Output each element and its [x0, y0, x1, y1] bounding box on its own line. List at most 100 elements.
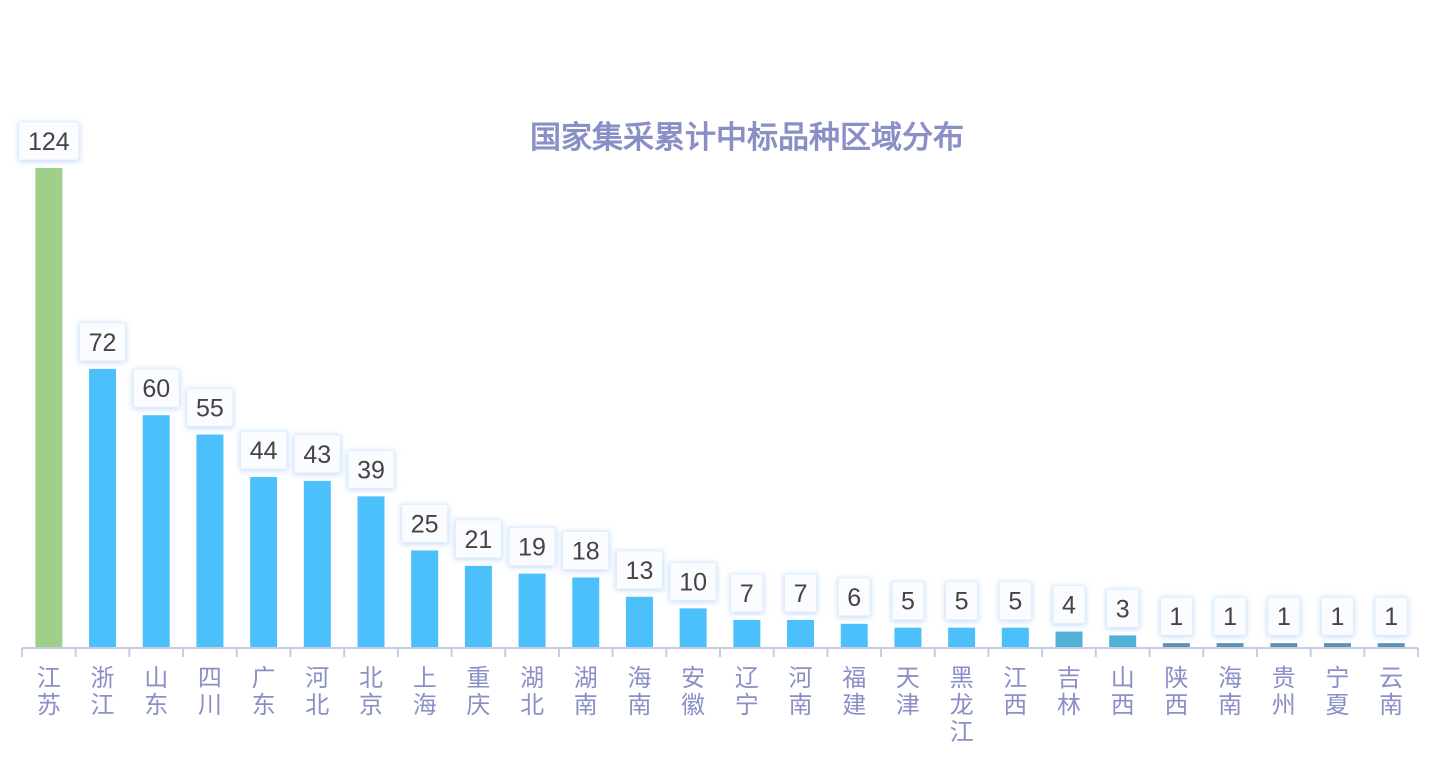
data-label-box: [615, 550, 663, 590]
data-label-box: [998, 581, 1032, 621]
data-label-box: [730, 573, 764, 613]
data-label: 5: [1008, 588, 1022, 616]
data-label-box: [1213, 596, 1247, 636]
bar: [1109, 635, 1137, 647]
data-label: 1: [1169, 603, 1183, 631]
data-label: 4: [1062, 592, 1076, 620]
data-label-box: [1106, 588, 1140, 628]
x-tick-label: 山东: [144, 664, 168, 719]
bar: [1001, 627, 1029, 647]
data-label: 19: [518, 534, 546, 562]
data-label: 1: [1277, 603, 1291, 631]
bar: [35, 168, 63, 647]
data-label: 1: [1223, 603, 1237, 631]
bar: [142, 415, 170, 647]
bar: [625, 596, 653, 647]
data-label-box: [1052, 585, 1086, 625]
data-label-box: [562, 530, 610, 570]
data-label-box: [18, 121, 80, 161]
data-label-box: [1159, 596, 1193, 636]
data-label-box: [891, 581, 925, 621]
x-tick-label: 贵州: [1272, 664, 1296, 719]
x-tick-label: 天津: [896, 664, 920, 719]
data-label-box: [1374, 596, 1408, 636]
data-label-box: [347, 449, 395, 489]
x-tick-label: 海南: [1218, 664, 1242, 719]
data-label: 60: [142, 375, 170, 403]
bar: [411, 550, 439, 647]
bar: [303, 480, 331, 647]
data-label: 7: [794, 580, 808, 608]
data-label: 18: [572, 537, 600, 565]
bar: [733, 619, 761, 647]
data-label-box: [669, 561, 717, 601]
bar: [948, 627, 976, 647]
data-label: 55: [196, 395, 224, 423]
x-tick-label: 辽宁: [735, 664, 759, 719]
data-label: 10: [679, 568, 707, 596]
bar: [840, 623, 868, 647]
x-tick-label: 北京: [359, 664, 383, 719]
bar: [250, 477, 278, 647]
data-label: 13: [626, 557, 654, 585]
data-label-box: [293, 434, 341, 474]
x-tick-label: 上海: [413, 664, 437, 719]
bar: [196, 434, 224, 647]
data-label-box: [1267, 596, 1301, 636]
x-tick-label: 黑龙江: [950, 664, 974, 746]
x-tick-label: 福建: [842, 664, 866, 719]
data-label: 5: [955, 588, 969, 616]
data-label: 1: [1331, 603, 1345, 631]
x-tick-label: 浙江: [91, 664, 115, 719]
data-label-box: [508, 527, 556, 567]
bar: [1377, 643, 1405, 647]
x-tick-label: 宁夏: [1325, 664, 1349, 719]
bar: [357, 496, 385, 647]
x-tick-label: 湖南: [574, 664, 598, 719]
data-label-box: [240, 430, 288, 470]
x-tick-label: 广东: [252, 664, 276, 719]
bar: [1055, 631, 1083, 647]
bar: [89, 368, 117, 647]
data-label-box: [837, 577, 871, 617]
data-label: 43: [303, 441, 331, 469]
data-label: 7: [740, 580, 754, 608]
data-label-box: [784, 573, 818, 613]
bar: [572, 577, 600, 647]
data-label-box: [945, 581, 979, 621]
x-tick-label: 河南: [789, 664, 813, 719]
data-label-box: [132, 368, 180, 408]
chart-title: 国家集采累计中标品种区域分布: [530, 120, 964, 156]
bar: [787, 619, 815, 647]
data-label: 44: [250, 437, 278, 465]
data-label: 25: [411, 510, 439, 538]
bar: [1270, 643, 1298, 647]
bar: [1216, 643, 1244, 647]
data-label: 3: [1116, 595, 1130, 623]
bar: [679, 608, 707, 647]
x-tick-label: 海南: [627, 664, 651, 719]
bar: [1323, 643, 1351, 647]
x-tick-label: 安徽: [681, 664, 705, 719]
x-tick-label: 重庆: [466, 664, 490, 719]
x-tick-label: 四川: [198, 664, 222, 719]
data-label: 1: [1384, 603, 1398, 631]
x-tick-label: 云南: [1379, 664, 1403, 719]
data-label-box: [1320, 596, 1354, 636]
bar: [1162, 643, 1190, 647]
data-label: 124: [28, 128, 70, 156]
bar: [464, 565, 492, 647]
data-label-box: [454, 519, 502, 559]
data-label: 21: [464, 526, 492, 554]
data-label: 72: [89, 329, 117, 357]
x-tick-label: 吉林: [1057, 664, 1081, 719]
x-tick-label: 江西: [1003, 664, 1027, 719]
bar: [894, 627, 922, 647]
x-tick-label: 河北: [305, 664, 329, 719]
x-tick-label: 山西: [1111, 664, 1135, 719]
x-tick-label: 江苏: [37, 664, 61, 719]
x-tick-label: 湖北: [520, 664, 544, 719]
data-label: 6: [847, 584, 861, 612]
data-label-box: [401, 503, 449, 543]
